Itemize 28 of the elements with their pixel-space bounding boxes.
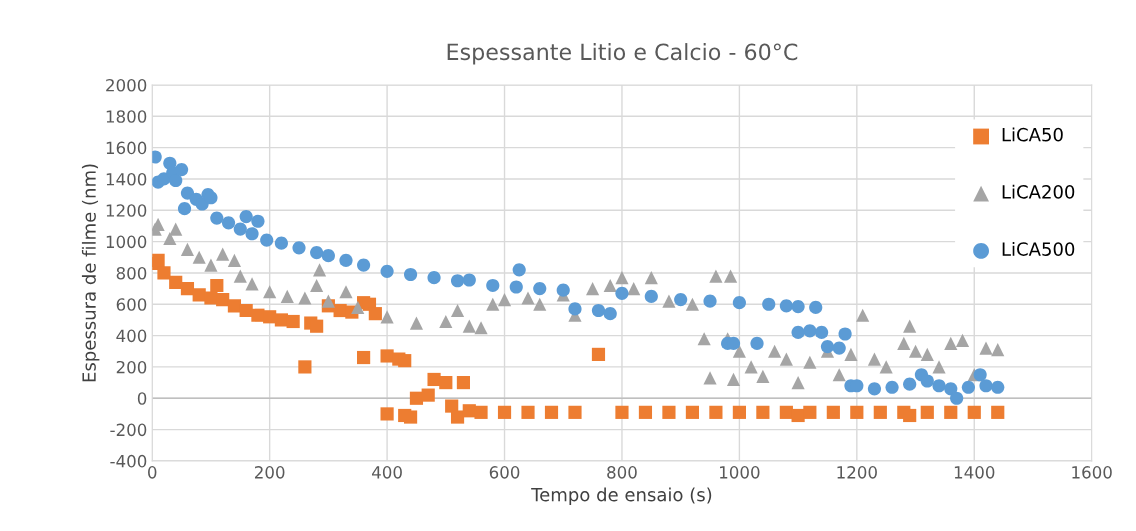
chart-title: Espessante Litio e Calcio - 60°C [447, 43, 798, 65]
y-tick-label: 400 [116, 329, 147, 343]
legend-label: LiCA200 [1002, 184, 1075, 199]
x-axis-title: Tempo de ensaio (s) [531, 487, 712, 505]
legend-label: LiCA50 [1002, 127, 1063, 142]
x-tick-label: 1000 [720, 466, 760, 479]
y-tick-label: 1200 [106, 204, 147, 217]
y-tick-label: 1800 [106, 110, 147, 123]
y-axis-title: Espessura de filme (nm) [81, 164, 100, 382]
x-tick-label: 1600 [1072, 466, 1112, 479]
x-tick-label: 0 [148, 466, 157, 479]
legend-label: LiCA500 [1002, 241, 1075, 256]
y-tick-label: 1000 [106, 235, 147, 249]
y-tick-label: 0 [137, 392, 147, 405]
x-tick-label: 400 [372, 466, 402, 479]
x-tick-label: 600 [489, 466, 520, 479]
y-tick-label: 200 [116, 360, 147, 374]
x-tick-label: 1200 [837, 466, 877, 479]
y-tick-label: 600 [116, 298, 147, 311]
y-tick-label: 1400 [106, 172, 147, 186]
x-tick-label: 200 [254, 466, 285, 479]
y-tick-label: 2000 [106, 78, 147, 92]
y-tick-label: 800 [116, 266, 147, 280]
y-tick-label: 1600 [106, 141, 147, 155]
x-tick-label: 800 [607, 466, 637, 479]
y-tick-label: -200 [110, 423, 147, 437]
x-tick-label: 1400 [954, 466, 995, 479]
y-tick-label: -400 [110, 454, 147, 468]
